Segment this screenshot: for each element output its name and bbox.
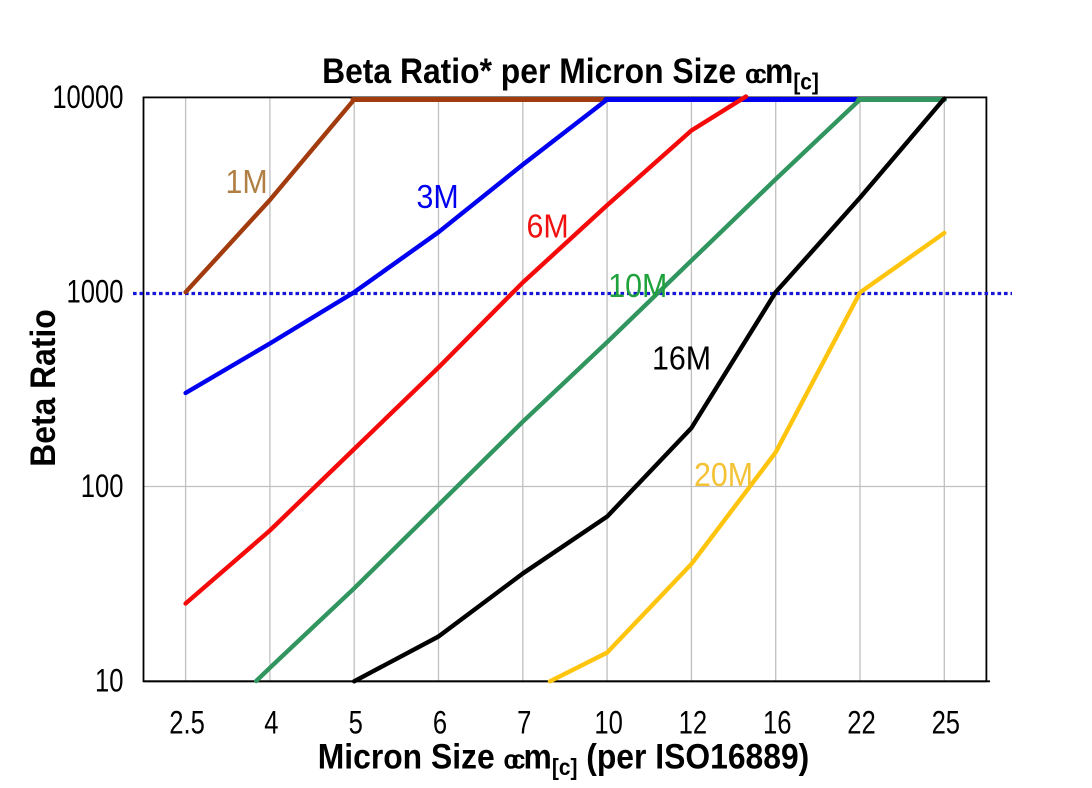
svg-text:20M: 20M <box>694 456 753 493</box>
svg-text:6: 6 <box>433 706 447 741</box>
svg-text:4: 4 <box>264 706 278 741</box>
svg-text:3M: 3M <box>417 178 459 215</box>
svg-text:Beta Ratio* per Micron Size oc: Beta Ratio* per Micron Size ocm[c] <box>322 53 819 95</box>
svg-text:Micron Size ocm[c] (per ISO168: Micron Size ocm[c] (per ISO16889) <box>318 738 810 780</box>
svg-text:10000: 10000 <box>52 80 123 115</box>
svg-text:7: 7 <box>517 706 531 741</box>
svg-text:1000: 1000 <box>67 275 124 310</box>
svg-text:25: 25 <box>932 706 960 741</box>
svg-text:16: 16 <box>763 706 791 741</box>
svg-text:22: 22 <box>847 706 875 741</box>
svg-text:6M: 6M <box>527 207 569 244</box>
svg-text:10: 10 <box>594 706 622 741</box>
svg-text:12: 12 <box>679 706 707 741</box>
svg-text:Beta Ratio: Beta Ratio <box>25 309 64 466</box>
svg-text:2.5: 2.5 <box>169 706 205 741</box>
svg-text:10M: 10M <box>608 267 667 304</box>
svg-text:1M: 1M <box>226 163 268 200</box>
svg-text:100: 100 <box>81 469 124 504</box>
svg-text:5: 5 <box>349 706 363 741</box>
svg-text:10: 10 <box>95 664 123 699</box>
svg-text:16M: 16M <box>652 339 711 376</box>
